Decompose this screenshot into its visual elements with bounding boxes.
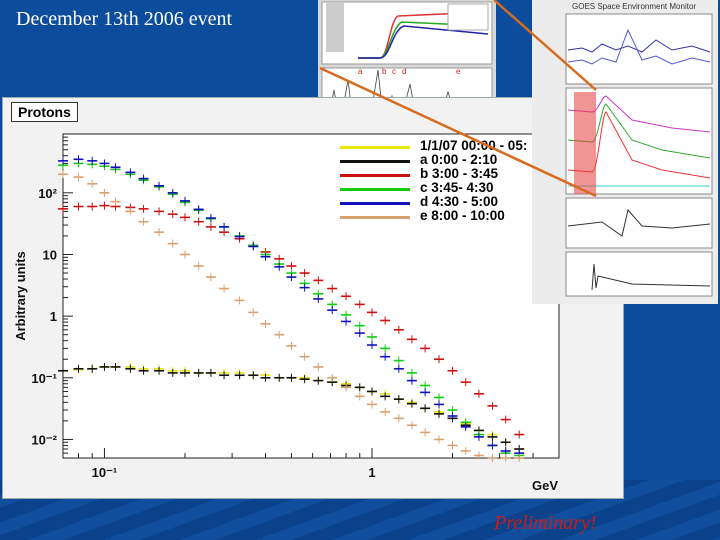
legend-line (340, 160, 410, 163)
legend-label: d 4:30 - 5:00 (420, 194, 499, 209)
x-axis-title: GeV (532, 478, 558, 493)
y-tick-label: 1 (50, 309, 57, 324)
legend-line (340, 174, 410, 177)
event-mark-d: d (402, 67, 406, 76)
event-mark-c: c (392, 67, 396, 76)
event-mark-a: a (358, 67, 363, 76)
legend-label: b 3:00 - 3:45 (420, 166, 499, 181)
slide-title: December 13th 2006 event (16, 8, 233, 30)
y-tick-label: 10² (38, 186, 57, 201)
x-tick-label: 10⁻¹ (92, 465, 118, 480)
legend-label: e 8:00 - 10:00 (420, 208, 505, 223)
preliminary-note: Preliminary! (494, 512, 597, 534)
legend-entry-4: d 4:30 - 5:00 (338, 194, 554, 209)
goes-title: GOES Space Environment Monitor (572, 2, 697, 11)
chart-legend: 1/1/07 00:00 - 05: a 0:00 - 2:10 b 3:00 … (338, 138, 554, 226)
y-tick-label: 10 (43, 247, 57, 262)
goes-monitor-inset: GOES Space Environment Monitor (532, 0, 718, 304)
goes-kp-trace (591, 263, 711, 291)
y-axis-title: Arbitrary units (13, 251, 28, 341)
x-tick-label: 1 (368, 465, 375, 480)
y-tick-label: 10⁻¹ (31, 371, 57, 386)
goes-plots (565, 13, 713, 297)
legend-line (340, 202, 410, 205)
legend-line (340, 216, 410, 219)
legend-line (340, 146, 410, 149)
goes-magnetometer-trace (567, 208, 711, 237)
legend-label: 1/1/07 00:00 - 05: (420, 138, 528, 153)
protons-chart-panel: Protons 10⁻² 10⁻¹ 1 10 10² 10⁻¹ 1 GeV Arbitrary … (2, 97, 624, 499)
legend-line (340, 188, 410, 191)
event-mark-b: b (382, 67, 387, 76)
legend-label: c 3:45- 4:30 (420, 180, 494, 195)
legend-label: a 0:00 - 2:10 (420, 152, 498, 167)
y-tick-label: 10⁻² (31, 432, 57, 447)
legend-entry-5: e 8:00 - 10:00 (338, 208, 554, 223)
event-highlight (574, 92, 596, 194)
inset-flux-curves (358, 11, 489, 59)
inset-stripes (326, 2, 344, 52)
event-mark-e: e (456, 67, 461, 76)
inset-legend (447, 3, 489, 31)
protons-label: Protons (11, 102, 78, 122)
